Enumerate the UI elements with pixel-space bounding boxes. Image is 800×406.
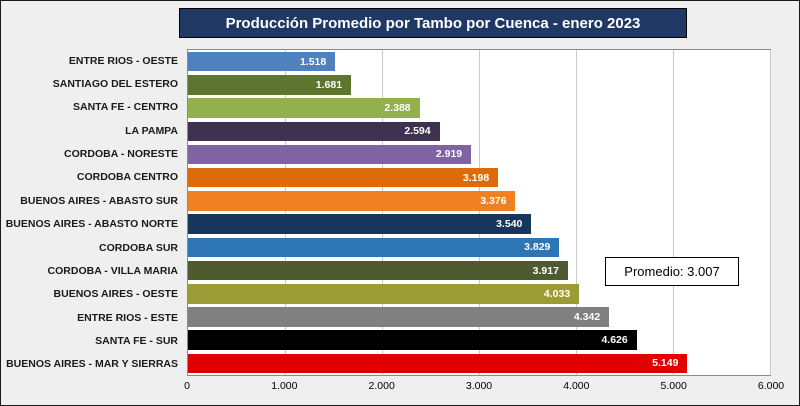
bar-value-label: 3.376 [480,194,507,207]
bar: 2.388 [188,98,420,118]
bar-value-label: 1.681 [315,78,343,91]
bar-row: 4.342 [188,305,770,328]
bar: 3.198 [188,167,499,188]
bar-row: 2.919 [188,143,770,166]
bar: 3.917 [188,260,568,281]
gridline [576,50,577,375]
bar-value-label: 3.198 [462,171,490,184]
bar-value-label: 3.917 [532,264,559,277]
bar-row: 2.388 [188,96,770,119]
bar-value-label: 4.342 [573,311,601,324]
category-labels: ENTRE RIOS - OESTE SANTIAGO DEL ESTERO SAN… [3,49,185,376]
x-tick-label: 0 [184,380,190,392]
x-axis: 0 1.000 2.000 3.000 4.000 5.000 6.000 [184,380,784,398]
bar-value-label: 3.829 [524,241,551,254]
x-tick-label: 4.000 [563,380,590,392]
bar: 5.149 [188,353,688,374]
category-label: BUENOS AIRES - ABASTO SUR [20,194,178,207]
bar-row: 3.198 [188,166,770,189]
category-label: SANTA FE - SUR [95,334,178,347]
bar: 4.626 [188,330,637,350]
bar: 3.376 [188,191,516,211]
category-label: BUENOS AIRES - OESTE [53,288,178,301]
category-label: CORDOBA - NORESTE [64,148,178,161]
category-label: CORDOBA CENTRO [76,171,178,184]
category-label: SANTA FE - CENTRO [73,101,178,114]
bar-value-label: 4.626 [601,334,628,347]
bar-value-label: 2.919 [435,148,463,161]
bar-value-label: 2.388 [384,102,411,115]
bar: 1.681 [188,75,352,95]
bar-row: 5.149 [188,352,770,375]
bar: 1.518 [188,51,336,72]
average-annotation: Promedio: 3.007 [605,257,739,286]
x-tick-label: 2.000 [368,380,395,392]
bar-value-label: 1.518 [299,55,327,68]
category-label: BUENOS AIRES - ABASTO NORTE [5,218,178,231]
bar-row: 1.681 [188,73,770,96]
category-label: SANTIAGO DEL ESTERO [52,78,178,91]
bar-row: 3.917 [188,259,770,282]
category-label: ENTRE RIOS - OESTE [68,54,178,67]
plot-area: 1.518 1.681 2.388 2.594 2.919 3.198 3.376 3.540… [187,49,771,376]
bar-row: 4.033 [188,282,770,305]
x-tick-label: 3.000 [465,380,493,392]
bar-row: 3.376 [188,189,770,212]
bar-row: 4.626 [188,329,770,352]
bar: 4.342 [188,307,610,327]
bar-row: 2.594 [188,120,770,143]
gridline [479,50,480,375]
x-tick-label: 5.000 [660,380,687,392]
bar-row: 3.829 [188,236,770,259]
bars: 1.518 1.681 2.388 2.594 2.919 3.198 3.376 3.540… [188,50,770,375]
bar-value-label: 5.149 [652,357,679,370]
bar-value-label: 4.033 [543,287,571,300]
bar: 3.829 [188,237,560,258]
bar: 3.540 [188,214,532,234]
category-label: CORDOBA - VILLA MARIA [47,264,178,277]
category-label: LA PAMPA [125,124,178,137]
category-label: CORDOBA SUR [99,241,178,254]
bar: 2.594 [188,121,440,142]
gridline [382,50,383,375]
gridlines [188,50,771,375]
bar-row: 3.540 [188,213,770,236]
bar-value-label: 2.594 [404,125,431,138]
category-label: ENTRE RIOS - ESTE [77,311,178,324]
gridline [285,50,286,375]
bar: 2.919 [188,144,472,165]
bar-row: 1.518 [188,50,770,73]
gridline [673,50,674,375]
x-tick-label: 1.000 [271,380,298,392]
bar-value-label: 3.540 [496,218,523,231]
bar: 4.033 [188,284,580,304]
chart-title: Producción Promedio por Tambo por Cuenca… [179,8,687,38]
gridline [770,50,771,375]
x-tick-label: 6.000 [757,380,785,392]
category-label: BUENOS AIRES - MAR Y SIERRAS [6,358,178,371]
